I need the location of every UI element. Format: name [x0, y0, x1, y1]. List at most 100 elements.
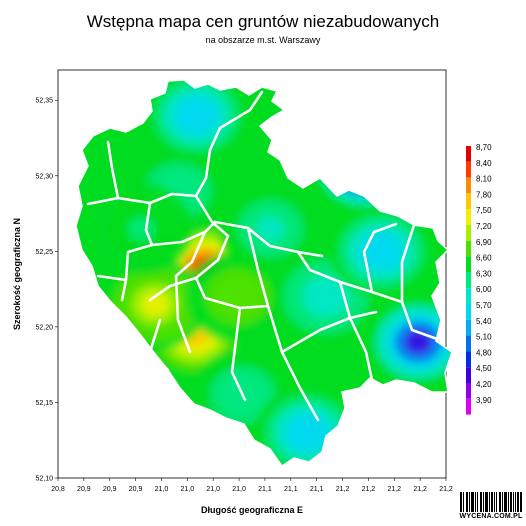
x-tick-label: 21,0 — [155, 486, 169, 493]
legend-swatch — [466, 304, 471, 320]
legend-label: 6,60 — [476, 254, 492, 263]
legend-label: 5,70 — [476, 301, 492, 310]
legend-swatch — [466, 398, 471, 415]
heat-blob — [312, 284, 340, 309]
heat-blob — [127, 216, 155, 241]
heat-blob — [141, 292, 169, 317]
district-boundary — [338, 280, 374, 382]
legend-swatch — [466, 383, 471, 399]
legend-label: 8,70 — [476, 143, 492, 152]
legend-label: 7,50 — [476, 206, 492, 215]
legend-swatch — [466, 351, 471, 368]
y-tick-label: 52,30 — [35, 173, 53, 180]
legend-label: 5,40 — [476, 317, 492, 326]
heat-blob — [224, 284, 252, 309]
district-boundaries — [86, 90, 442, 422]
legend-swatch — [466, 177, 471, 194]
x-tick-label: 21,0 — [232, 486, 246, 493]
district-boundary — [174, 274, 192, 354]
y-tick-label: 52,10 — [35, 476, 53, 483]
x-tick-label: 20,8 — [51, 486, 65, 493]
district-boundary — [246, 226, 320, 422]
legend-swatch — [466, 288, 471, 304]
heat-blob — [339, 147, 387, 189]
district-boundary — [96, 274, 128, 282]
heat-blob — [349, 156, 377, 181]
district-boundary — [106, 140, 120, 200]
brand-text: WYCENA.COM.PL — [459, 513, 523, 520]
color-legend: 8,70 8,40 8,10 7,80 7,50 7,20 6,90 6,60 6,30 6,00… — [466, 143, 492, 415]
district-boundary — [174, 230, 207, 278]
legend-swatch — [466, 225, 471, 241]
legend-label: 8,10 — [476, 175, 492, 184]
x-tick-label: 21,1 — [310, 486, 324, 493]
heat-blob — [329, 139, 397, 198]
legend-label: 8,40 — [476, 159, 492, 168]
legend-label: 3,90 — [476, 396, 492, 405]
legend-swatch — [466, 209, 471, 225]
map-subtitle: na obszarze m.st. Warszawy — [205, 35, 321, 45]
y-axis-label: Szerokość geograficzna N — [12, 218, 22, 330]
legend-label: 7,20 — [476, 222, 492, 231]
brand-logo: WYCENA.COM.PL — [458, 492, 522, 522]
legend-swatch — [466, 335, 471, 352]
district-boundary — [280, 310, 378, 354]
district-boundary — [213, 220, 324, 258]
x-tick-label: 20,9 — [103, 486, 117, 493]
y-tick-label: 52,25 — [35, 249, 53, 256]
heat-blob — [367, 239, 396, 264]
map-title: Wstępna mapa cen gruntów niezabudowanych — [86, 12, 440, 31]
x-axis-ticks: 20,8 20,9 20,9 20,9 21,0 21,0 21,0 21,0 21,1 21,1… — [51, 478, 453, 493]
legend-label: 6,90 — [476, 238, 492, 247]
legend-swatch — [466, 367, 471, 383]
legend-label: 6,30 — [476, 269, 492, 278]
district-boundary — [194, 90, 264, 198]
district-boundary — [148, 318, 170, 372]
district-boundary — [150, 220, 217, 247]
x-tick-label: 21,2 — [439, 486, 453, 493]
x-tick-label: 21,0 — [181, 486, 195, 493]
heat-blob — [256, 216, 285, 241]
y-tick-label: 52,35 — [35, 98, 53, 105]
x-tick-label: 21,2 — [362, 486, 376, 493]
x-tick-label: 21,1 — [284, 486, 298, 493]
district-boundary — [400, 223, 416, 304]
legend-swatch — [466, 161, 471, 178]
legend-swatch — [466, 146, 471, 162]
y-axis-ticks: 52,35 52,30 52,25 52,20 52,15 52,10 — [35, 98, 58, 483]
y-tick-label: 52,15 — [35, 400, 53, 407]
x-tick-label: 20,9 — [129, 486, 143, 493]
legend-swatch — [466, 256, 471, 273]
x-tick-label: 21,1 — [258, 486, 272, 493]
legend-label: 5,10 — [476, 333, 492, 342]
district-boundary — [400, 300, 442, 342]
district-boundary — [120, 201, 154, 302]
legend-swatch — [466, 272, 471, 289]
y-tick-label: 52,20 — [35, 324, 53, 331]
x-tick-label: 21,2 — [336, 486, 350, 493]
legend-label: 4,80 — [476, 348, 492, 357]
plot-frame — [57, 69, 447, 479]
heat-blob — [293, 420, 322, 445]
x-tick-label: 20,9 — [77, 486, 91, 493]
heat-blob — [182, 103, 211, 128]
x-axis-label: Długość geograficzna E — [201, 505, 303, 515]
x-tick-label: 21,0 — [206, 486, 220, 493]
legend-swatch — [466, 240, 471, 257]
x-tick-label: 21,2 — [387, 486, 401, 493]
price-surface — [76, 80, 452, 466]
legend-swatch — [466, 193, 471, 210]
heat-blob — [319, 130, 406, 206]
x-tick-label: 21,2 — [413, 486, 427, 493]
legend-label: 7,80 — [476, 190, 492, 199]
legend-label: 6,00 — [476, 285, 492, 294]
district-boundary — [194, 276, 270, 310]
barcode-icon — [460, 492, 522, 512]
legend-label: 4,20 — [476, 380, 492, 389]
legend-swatch — [466, 319, 471, 336]
legend-label: 4,50 — [476, 364, 492, 373]
district-boundary — [194, 194, 230, 238]
district-boundary — [362, 222, 398, 294]
district-boundary — [230, 306, 247, 402]
